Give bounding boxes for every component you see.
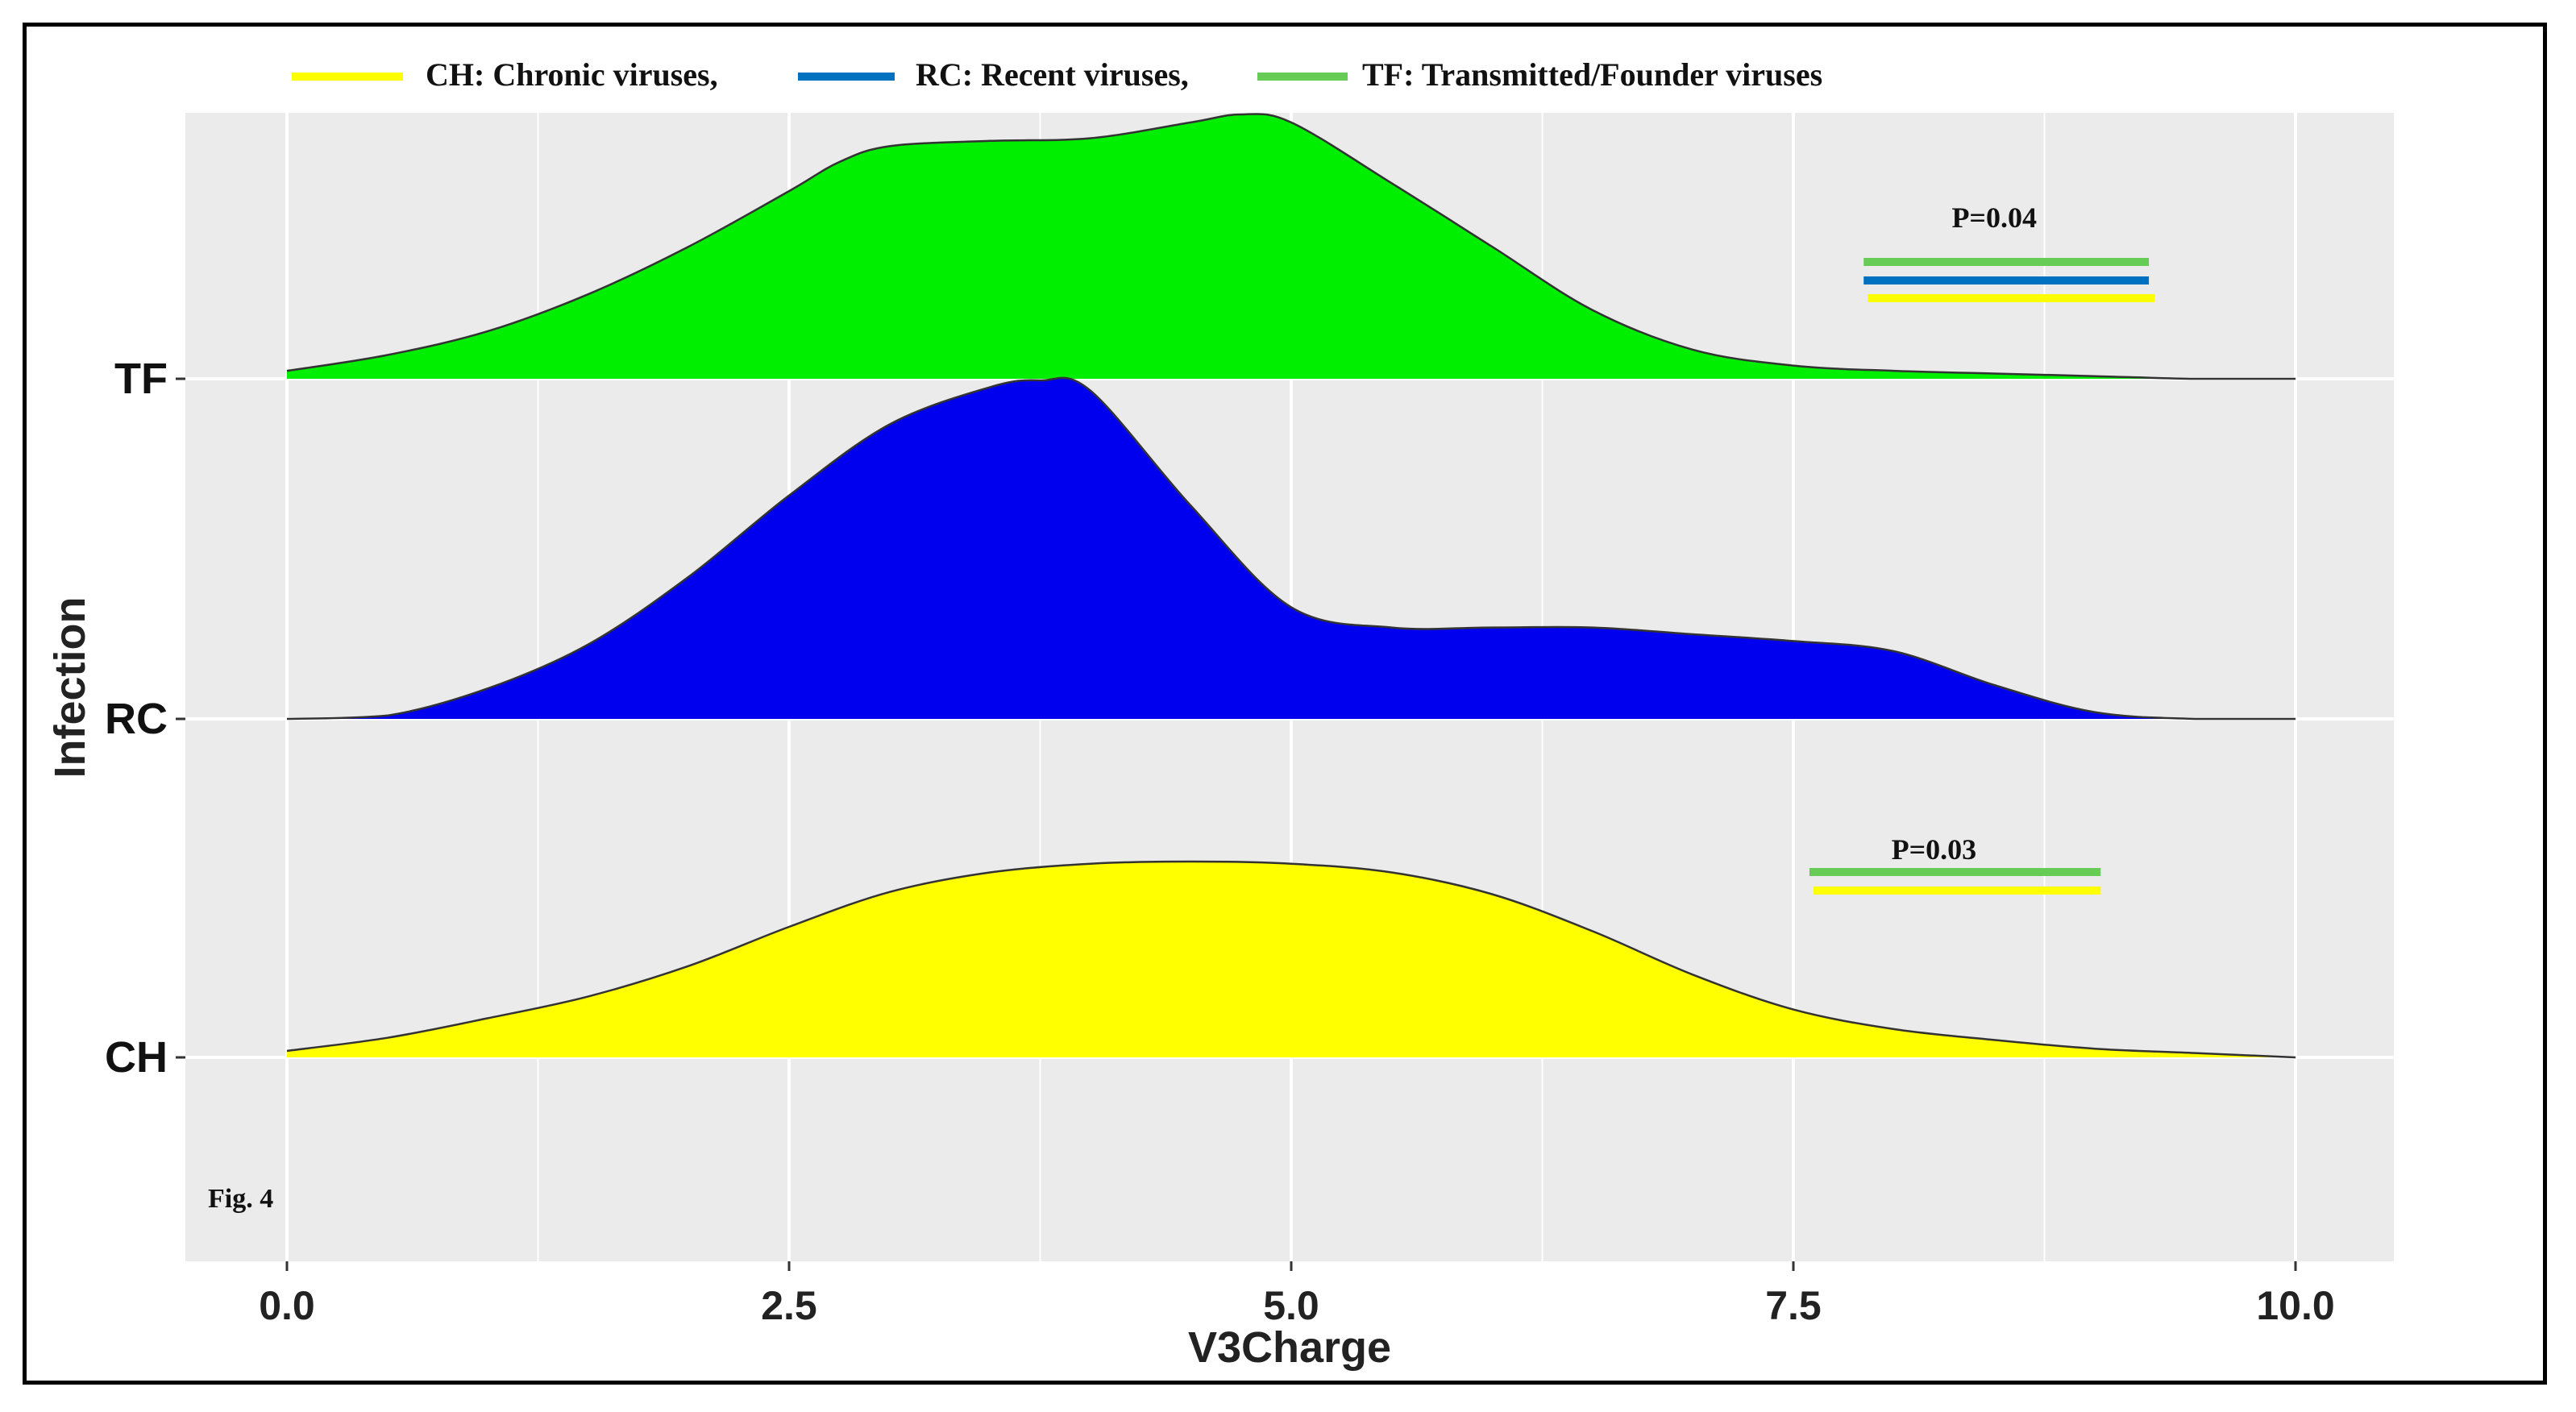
p-value-label: P=0.03 — [1892, 833, 1977, 866]
legend-label: TF: Transmitted/Founder viruses — [1362, 56, 1822, 93]
legend-label: RC: Recent viruses, — [916, 56, 1189, 93]
x-axis: 0.0 2.5 5.0 7.5 10.0 — [259, 1261, 2335, 1328]
legend: CH: Chronic viruses, RC: Recent viruses, T… — [292, 56, 1822, 93]
x-tick-label: 7.5 — [1765, 1283, 1822, 1328]
y-axis: TF RC CH — [105, 355, 185, 1082]
legend-label: CH: Chronic viruses, — [426, 56, 718, 93]
y-tick-label: RC — [105, 695, 168, 743]
x-axis-title: V3Charge — [1188, 1323, 1391, 1372]
y-axis-title: Infection — [46, 597, 94, 779]
p-value-annotations: P=0.04 P=0.03 — [1809, 201, 2155, 895]
ridge-tf-outline — [286, 113, 2296, 380]
ridge-rc-outline — [286, 376, 2296, 721]
x-tick-label: 0.0 — [259, 1283, 315, 1328]
ridge-tf-area — [287, 114, 2296, 379]
figure-label: Fig. 4 — [208, 1184, 273, 1214]
x-tick-label: 10.0 — [2256, 1283, 2334, 1328]
density-ridges — [286, 113, 2296, 1059]
x-tick-label: 5.0 — [1263, 1283, 1319, 1328]
ridge-ch-area — [287, 862, 2296, 1057]
x-tick-label: 2.5 — [761, 1283, 817, 1328]
p-value-label: P=0.04 — [1951, 201, 2037, 234]
ridge-ch-outline — [286, 860, 2296, 1059]
y-tick-label: TF — [114, 355, 168, 403]
y-tick-label: CH — [105, 1033, 168, 1082]
ridge-rc-area — [287, 377, 2296, 719]
